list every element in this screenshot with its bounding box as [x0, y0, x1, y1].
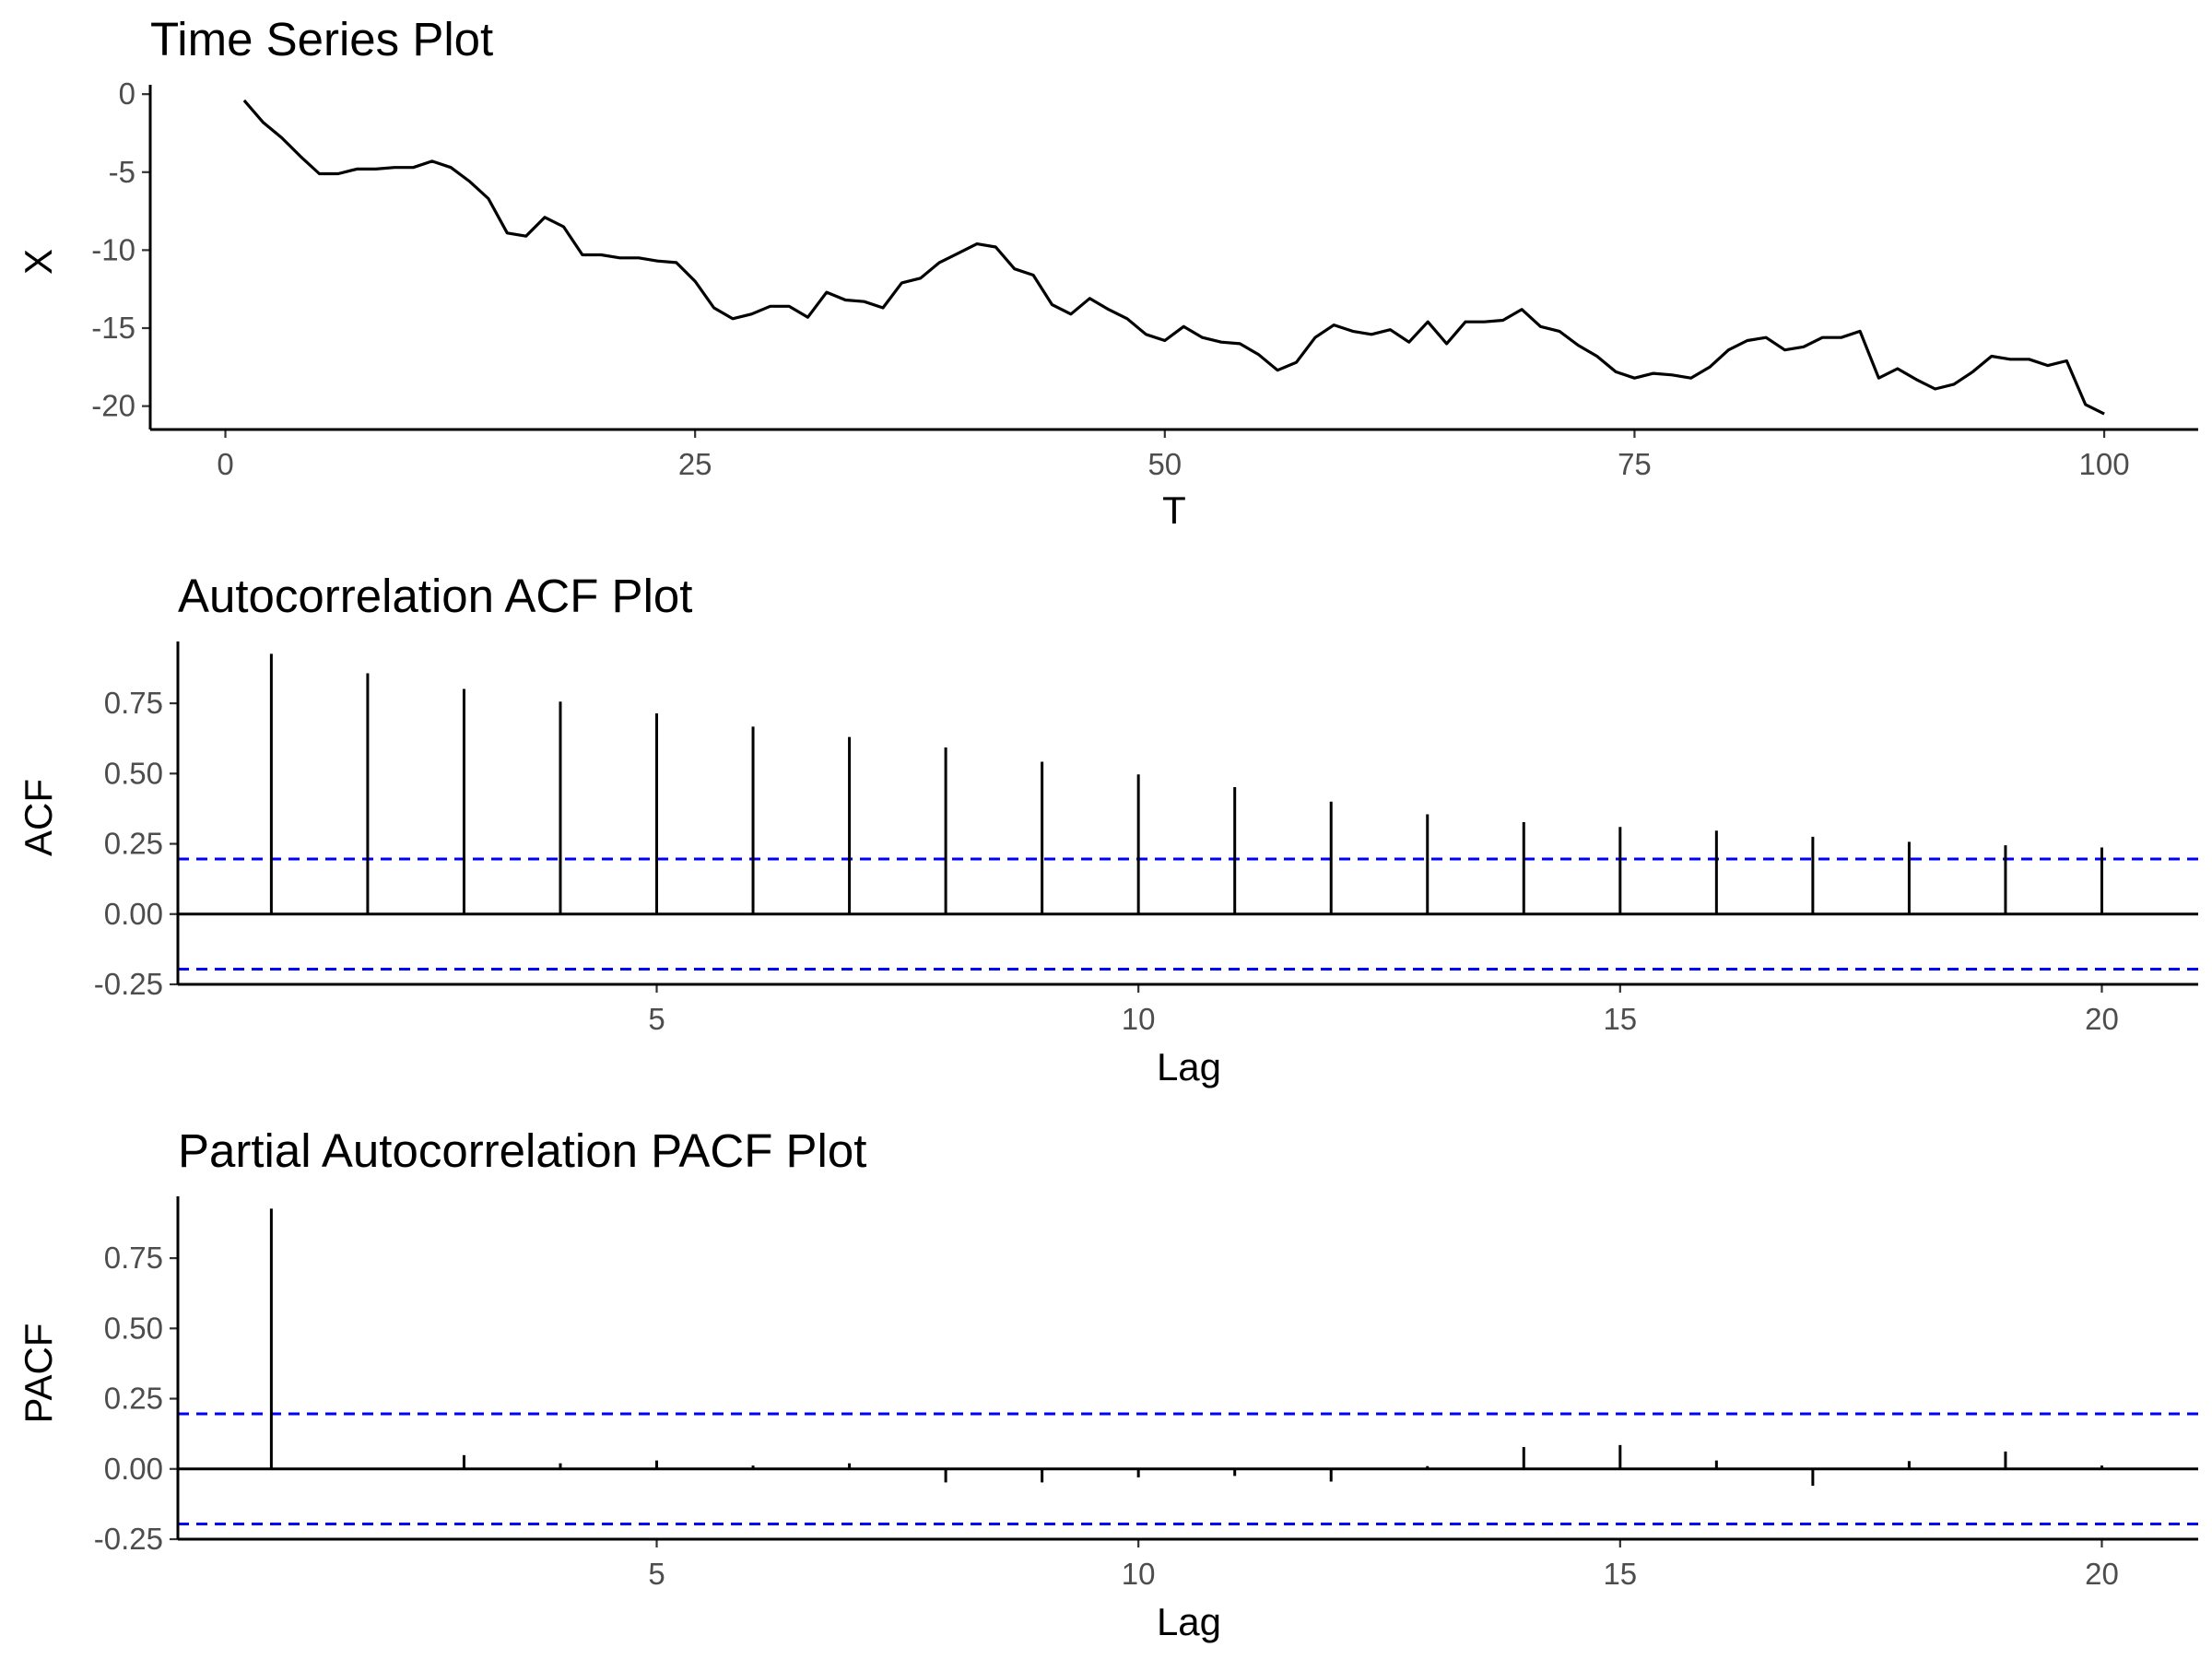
time-series-x-tick-label: 100: [2079, 447, 2130, 481]
pacf-y-tick-label: 0.50: [104, 1311, 163, 1345]
pacf-x-ticks: 5 10 15 20: [648, 1539, 2119, 1591]
acf-y-tick-label: -0.25: [94, 967, 163, 1001]
acf-y-axis-title: ACF: [17, 779, 60, 856]
acf-x-tick-label: 10: [1122, 1002, 1156, 1036]
time-series-y-ticks: 0 -5 -10 -15 -20: [91, 76, 150, 423]
time-series-axes: [148, 85, 2198, 431]
acf-panel: Autocorrelation ACF Plot Lag ACF 5 10 15 20…: [17, 570, 2198, 1088]
time-series-y-tick-label: -10: [91, 232, 135, 266]
time-series-marks: [242, 99, 2105, 416]
time-series-x-tick-label: 25: [678, 447, 712, 481]
acf-x-axis-title: Lag: [1157, 1045, 1221, 1088]
pacf-y-tick-label: -0.25: [94, 1522, 163, 1556]
acf-y-ticks: -0.25 0.00 0.25 0.50 0.75: [94, 686, 178, 1001]
acf-y-tick-label: 0.75: [104, 686, 163, 720]
pacf-title: Partial Autocorrelation PACF Plot: [178, 1124, 866, 1177]
acf-x-tick-label: 5: [648, 1002, 665, 1036]
pacf-y-tick-label: 0.00: [104, 1452, 163, 1486]
time-series-y-axis-title: X: [17, 249, 60, 275]
pacf-y-axis-title: PACF: [17, 1324, 60, 1424]
acf-x-ticks: 5 10 15 20: [648, 984, 2119, 1036]
pacf-panel: Partial Autocorrelation PACF Plot Lag PA…: [17, 1124, 2198, 1643]
time-series-title: Time Series Plot: [150, 13, 493, 65]
time-series-x-tick-label: 0: [217, 447, 233, 481]
time-series-y-tick-label: 0: [119, 76, 135, 111]
pacf-marks: [178, 1208, 2198, 1526]
acf-x-tick-label: 20: [2085, 1002, 2119, 1036]
pacf-y-tick-label: 0.25: [104, 1382, 163, 1416]
acf-y-tick-label: 0.50: [104, 756, 163, 790]
time-series-x-tick-label: 75: [1618, 447, 1652, 481]
acf-marks: [178, 653, 2198, 971]
time-series-panel: Time Series Plot T X 0 25 50 75 100 0 -5 -10 -1…: [17, 13, 2198, 532]
acf-axes: [176, 641, 2198, 986]
time-series-x-axis-title: T: [1162, 488, 1186, 532]
acf-x-tick-label: 15: [1603, 1002, 1637, 1036]
pacf-y-ticks: -0.25 0.00 0.25 0.50 0.75: [94, 1241, 178, 1556]
pacf-x-tick-label: 20: [2085, 1557, 2119, 1591]
pacf-x-tick-label: 10: [1122, 1557, 1156, 1591]
acf-y-tick-label: 0.00: [104, 897, 163, 931]
pacf-x-axis-title: Lag: [1157, 1600, 1221, 1643]
pacf-x-tick-label: 5: [648, 1557, 665, 1591]
acf-y-tick-label: 0.25: [104, 827, 163, 861]
acf-title: Autocorrelation ACF Plot: [178, 570, 692, 622]
time-series-y-tick-label: -15: [91, 311, 135, 345]
time-series-series-line: [242, 99, 2105, 416]
pacf-axes: [176, 1196, 2198, 1541]
time-series-x-tick-label: 50: [1147, 447, 1182, 481]
time-series-y-tick-label: -20: [91, 389, 135, 423]
time-series-x-ticks: 0 25 50 75 100: [217, 429, 2130, 481]
pacf-y-tick-label: 0.75: [104, 1241, 163, 1275]
pacf-x-tick-label: 15: [1603, 1557, 1637, 1591]
time-series-y-tick-label: -5: [109, 155, 135, 189]
